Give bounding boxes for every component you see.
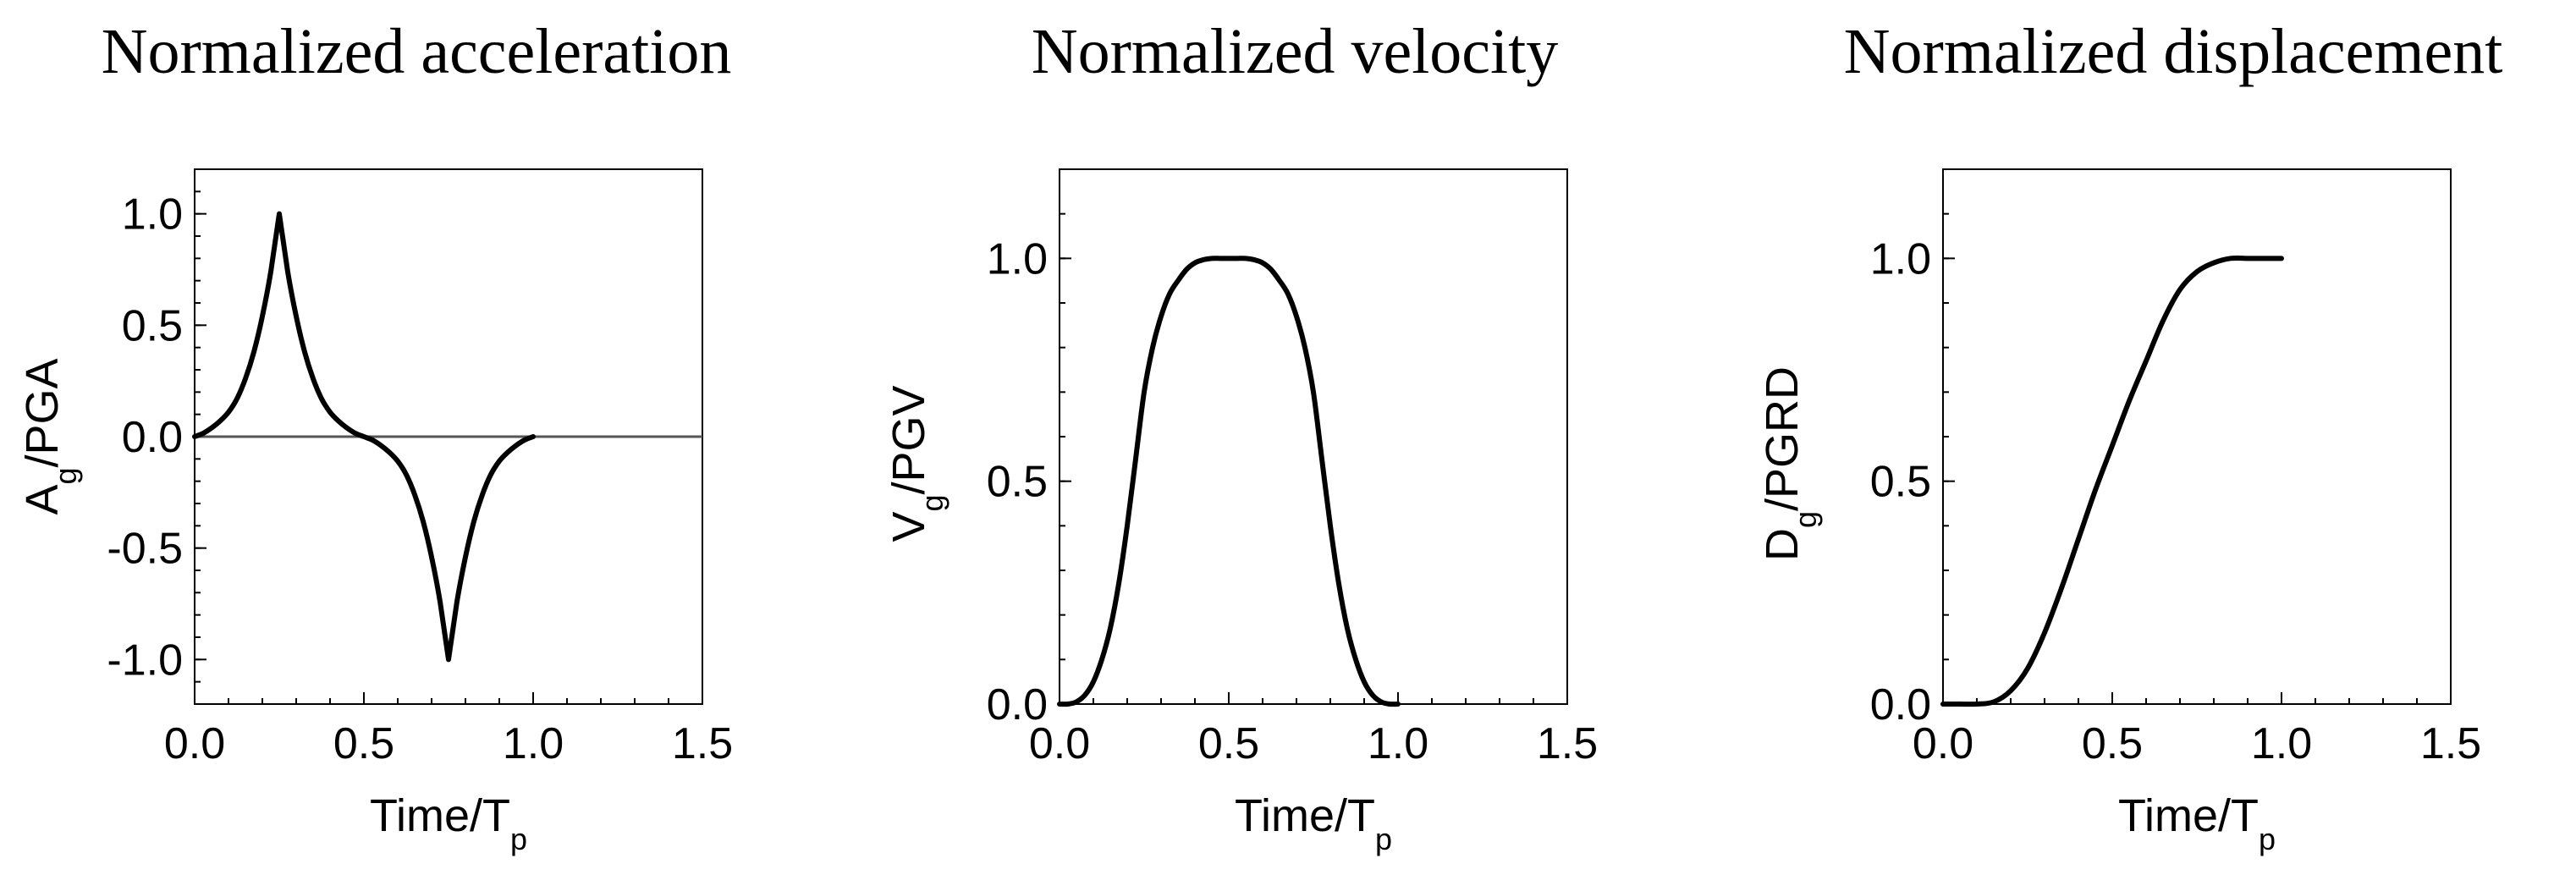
y-tick-label: -0.5 [107, 525, 183, 574]
x-tick-label: 0.0 [1029, 719, 1090, 768]
series-line [1057, 256, 1401, 707]
tick-group: 0.0 0.5 1.0 1.5 0.0 0.5 1.0 [1870, 168, 2481, 768]
y-tick-label: 0.0 [1870, 680, 1931, 729]
y-tick-label: 0.0 [122, 413, 183, 462]
y-axis-label: Vg/PGV [883, 385, 949, 542]
y-axis-label: Dg/PGRD [1757, 366, 1823, 561]
y-tick-label: 1.0 [1870, 234, 1931, 283]
series-line [1940, 255, 2284, 707]
displacement-chart: Normalized displacement 0.0 0.5 1.0 1.50.00… [1757, 16, 2502, 856]
x-tick-label: 0.0 [164, 719, 225, 768]
x-tick-label: 0.0 [1913, 719, 1973, 768]
y-tick-label: 0.5 [1870, 458, 1931, 507]
x-tick-label: 1.0 [2251, 719, 2312, 768]
x-tick-label: 1.0 [503, 719, 564, 768]
chart-title: Normalized displacement [1844, 16, 2503, 87]
y-tick-label: 1.0 [987, 234, 1048, 283]
y-tick-label: 1.0 [122, 190, 183, 239]
tick-group: 0.0 0.5 1.0 1.5 -1.0 -0.5 0.0 0.5 1.0 [107, 168, 733, 768]
x-tick-label: 1.5 [2420, 719, 2481, 768]
plot-frame [1942, 168, 2452, 705]
x-axis-label: Time/Tp [370, 790, 527, 856]
plot-frame [1059, 168, 1568, 705]
tick-group: 0.0 0.5 1.0 1.5 0.0 0.5 1.0 [987, 168, 1598, 768]
y-axis-label: Ag/PGA [17, 358, 83, 515]
x-axis-label: Time/Tp [1235, 790, 1392, 856]
velocity-chart: Normalized velocity 0.0 0.5 1.0 1.5 0.0 0.5 1.… [883, 16, 1598, 856]
y-tick-label: 0.5 [122, 301, 183, 350]
x-tick-label: 1.0 [1368, 719, 1428, 768]
acceleration-chart: Normalized acceleration 0.0 0.5 1.0 1.5 -1.0… [17, 16, 733, 856]
x-tick-label: 0.5 [2082, 719, 2143, 768]
x-tick-label: 1.5 [1537, 719, 1598, 768]
series-line [192, 211, 536, 663]
y-tick-label: -1.0 [107, 636, 183, 685]
x-axis-label: Time/Tp [2118, 790, 2276, 856]
x-tick-label: 0.5 [1198, 719, 1259, 768]
chart-title: Normalized velocity [1032, 16, 1559, 87]
chart-title: Normalized acceleration [102, 16, 732, 87]
y-tick-label: 0.5 [987, 458, 1048, 507]
y-tick-label: 0.0 [987, 680, 1048, 729]
x-tick-label: 1.5 [672, 719, 733, 768]
x-tick-label: 0.5 [333, 719, 394, 768]
